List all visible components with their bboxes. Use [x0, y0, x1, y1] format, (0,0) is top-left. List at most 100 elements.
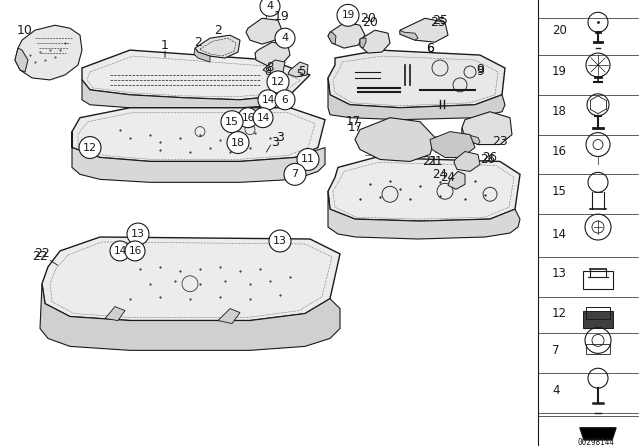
- Bar: [583, 310, 613, 328]
- Text: 19: 19: [274, 10, 290, 23]
- Text: 17: 17: [348, 121, 362, 134]
- Polygon shape: [328, 78, 505, 120]
- Polygon shape: [400, 30, 418, 40]
- Text: 5: 5: [298, 65, 306, 78]
- Polygon shape: [328, 158, 520, 221]
- Text: 3: 3: [271, 136, 279, 149]
- Polygon shape: [462, 112, 512, 145]
- Text: 13: 13: [131, 229, 145, 239]
- Text: 24: 24: [440, 171, 456, 184]
- Polygon shape: [72, 108, 325, 161]
- Circle shape: [227, 132, 249, 154]
- Polygon shape: [15, 25, 82, 80]
- Polygon shape: [40, 284, 340, 350]
- Polygon shape: [328, 191, 520, 239]
- Text: 14: 14: [113, 246, 127, 256]
- Text: 6: 6: [426, 42, 434, 55]
- Text: 6: 6: [282, 95, 288, 105]
- Polygon shape: [462, 128, 480, 145]
- Polygon shape: [448, 172, 465, 190]
- Circle shape: [221, 111, 243, 133]
- Polygon shape: [430, 132, 475, 158]
- Text: 20: 20: [552, 24, 567, 37]
- Polygon shape: [400, 18, 448, 42]
- Text: 24: 24: [433, 168, 447, 181]
- Text: 25: 25: [430, 16, 446, 29]
- Text: 4: 4: [282, 33, 289, 43]
- Polygon shape: [328, 32, 336, 44]
- Polygon shape: [360, 38, 366, 48]
- Text: 15: 15: [225, 116, 239, 127]
- Polygon shape: [328, 22, 365, 48]
- Circle shape: [125, 241, 145, 261]
- Text: 9: 9: [476, 64, 484, 77]
- Text: 17: 17: [346, 115, 360, 128]
- Text: 12: 12: [271, 77, 285, 87]
- Text: 3: 3: [276, 131, 284, 144]
- Bar: [586, 345, 610, 354]
- Text: 2: 2: [194, 36, 202, 49]
- Circle shape: [238, 108, 258, 128]
- Text: 21: 21: [427, 155, 443, 168]
- Polygon shape: [454, 151, 480, 172]
- Text: 12: 12: [552, 307, 567, 320]
- Polygon shape: [580, 428, 616, 440]
- Text: 18: 18: [552, 105, 567, 118]
- Circle shape: [110, 241, 130, 261]
- Text: 21: 21: [422, 155, 438, 168]
- Text: 7: 7: [291, 169, 299, 179]
- Polygon shape: [194, 48, 210, 62]
- Circle shape: [269, 230, 291, 252]
- Text: 25: 25: [432, 14, 448, 27]
- Circle shape: [275, 90, 295, 110]
- Text: 13: 13: [273, 236, 287, 246]
- Text: 4: 4: [266, 1, 273, 11]
- Circle shape: [127, 223, 149, 245]
- Text: 26: 26: [483, 151, 497, 164]
- Circle shape: [260, 0, 280, 16]
- Polygon shape: [42, 237, 340, 320]
- Text: 14: 14: [552, 228, 567, 241]
- Circle shape: [284, 164, 306, 185]
- Text: 7: 7: [552, 344, 559, 357]
- Text: 16: 16: [552, 145, 567, 158]
- Polygon shape: [15, 48, 28, 72]
- Polygon shape: [246, 18, 282, 44]
- Text: 18: 18: [231, 138, 245, 147]
- Text: 19: 19: [552, 65, 567, 78]
- Bar: [586, 306, 610, 319]
- Text: 19: 19: [341, 10, 355, 20]
- Text: 15: 15: [552, 185, 567, 198]
- Polygon shape: [360, 30, 390, 53]
- Text: 22: 22: [32, 250, 48, 263]
- Text: 10: 10: [17, 24, 33, 37]
- Text: 12: 12: [83, 142, 97, 152]
- Text: 1: 1: [161, 39, 169, 52]
- Bar: [583, 271, 613, 289]
- Circle shape: [79, 137, 101, 159]
- Text: 26: 26: [481, 153, 495, 166]
- Text: 14: 14: [261, 95, 275, 105]
- Text: 13: 13: [552, 267, 567, 280]
- Text: 6: 6: [426, 42, 434, 55]
- Text: 8: 8: [266, 61, 274, 74]
- Circle shape: [258, 90, 278, 110]
- Text: 4: 4: [552, 383, 559, 396]
- Text: 20: 20: [362, 16, 378, 29]
- Circle shape: [297, 149, 319, 170]
- Text: 00298144: 00298144: [577, 438, 614, 447]
- Circle shape: [267, 71, 289, 93]
- Text: 22: 22: [34, 247, 50, 260]
- Text: 16: 16: [129, 246, 141, 256]
- Polygon shape: [263, 60, 285, 74]
- Text: 23: 23: [492, 135, 508, 148]
- Text: 2: 2: [214, 24, 222, 37]
- Polygon shape: [72, 132, 325, 182]
- Circle shape: [275, 28, 295, 48]
- Text: 16: 16: [241, 113, 255, 123]
- Circle shape: [337, 4, 359, 26]
- Polygon shape: [355, 118, 435, 161]
- Polygon shape: [82, 50, 310, 100]
- Text: 8: 8: [264, 67, 271, 77]
- Polygon shape: [195, 35, 240, 58]
